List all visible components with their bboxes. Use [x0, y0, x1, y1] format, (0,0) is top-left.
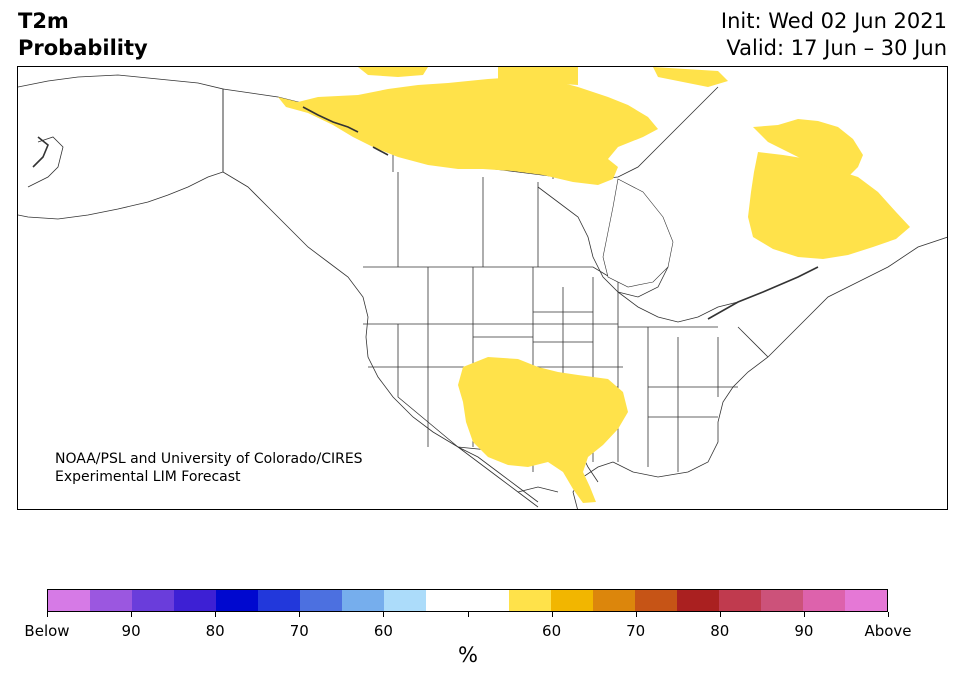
chart-title: T2m Probability: [18, 8, 148, 62]
colorbar-swatch: [173, 590, 216, 611]
above-normal-probability-areas: [278, 67, 910, 503]
valid-date: Valid: 17 Jun – 30 Jun: [726, 36, 947, 60]
colorbar-tick-label: 80: [710, 622, 730, 640]
colorbar-tick-mark: [383, 612, 385, 617]
colorbar-tick-label: 70: [626, 622, 646, 640]
colorbar-tick-mark: [47, 612, 48, 617]
colorbar-tick-label: Below: [24, 622, 70, 640]
colorbar-swatch: [467, 590, 510, 611]
baffin-area: [653, 67, 728, 87]
colorbar-swatch: [341, 590, 384, 611]
north-america-map: [18, 67, 947, 509]
colorbar-tick-mark: [299, 612, 301, 617]
colorbar-tick-mark: [635, 612, 637, 617]
colorbar-swatch: [131, 590, 174, 611]
colorbar-swatch: [677, 590, 720, 611]
lakes-outline: [32, 106, 819, 320]
hudson-bay-water: [602, 178, 674, 288]
colorbar-swatch: [257, 590, 300, 611]
colorbar-tick-mark: [803, 612, 805, 617]
colorbar-swatch: [48, 590, 90, 611]
nunavut-east-area: [753, 119, 863, 177]
colorbar-tick-mark: [551, 612, 553, 617]
map-panel: [17, 66, 948, 510]
colorbar-unit: %: [458, 643, 478, 667]
colorbar-tick-mark: [215, 612, 217, 617]
arctic-island-area: [358, 67, 428, 77]
colorbar-swatch: [719, 590, 762, 611]
northern-canada-area: [278, 77, 658, 185]
init-date: Init: Wed 02 Jun 2021: [720, 9, 947, 33]
colorbar-tick-label: 80: [205, 622, 225, 640]
colorbar-swatch: [383, 590, 426, 611]
quebec-labrador-area: [748, 152, 910, 259]
colorbar-tick-mark: [888, 612, 889, 617]
colorbar-tick-label: Above: [864, 622, 912, 640]
colorbar-swatch: [215, 590, 258, 611]
colorbar-tick-mark: [467, 612, 469, 617]
colorbar-swatch: [425, 590, 468, 611]
variable-label: T2m: [18, 9, 69, 33]
credit-line-1: NOAA/PSL and University of Colorado/CIRE…: [55, 451, 363, 467]
colorbar-swatch: [593, 590, 636, 611]
colorbar-swatch: [761, 590, 804, 611]
colorbar-tick-label: 90: [121, 622, 141, 640]
colorbar-tick-label: 60: [373, 622, 393, 640]
colorbar: [47, 589, 888, 612]
colorbar-swatch: [803, 590, 846, 611]
product-label: Probability: [18, 36, 148, 60]
date-info: Init: Wed 02 Jun 2021 Valid: 17 Jun – 30…: [721, 8, 947, 62]
colorbar-tick-mark: [131, 612, 133, 617]
colorbar-swatch: [89, 590, 132, 611]
colorbar-swatch: [845, 590, 888, 611]
southern-us-mexico-area: [458, 357, 628, 503]
credit-text: NOAA/PSL and University of Colorado/CIRE…: [55, 450, 363, 486]
colorbar-tick-label: 60: [542, 622, 562, 640]
colorbar-swatch: [509, 590, 552, 611]
colorbar-swatch: [299, 590, 342, 611]
colorbar-swatch: [551, 590, 594, 611]
colorbar-tick-label: 90: [794, 622, 814, 640]
colorbar-tick-label: 70: [289, 622, 309, 640]
colorbar-swatch: [635, 590, 678, 611]
arctic-island-area-2: [498, 67, 578, 85]
credit-line-2: Experimental LIM Forecast: [55, 469, 241, 485]
colorbar-tick-mark: [719, 612, 721, 617]
